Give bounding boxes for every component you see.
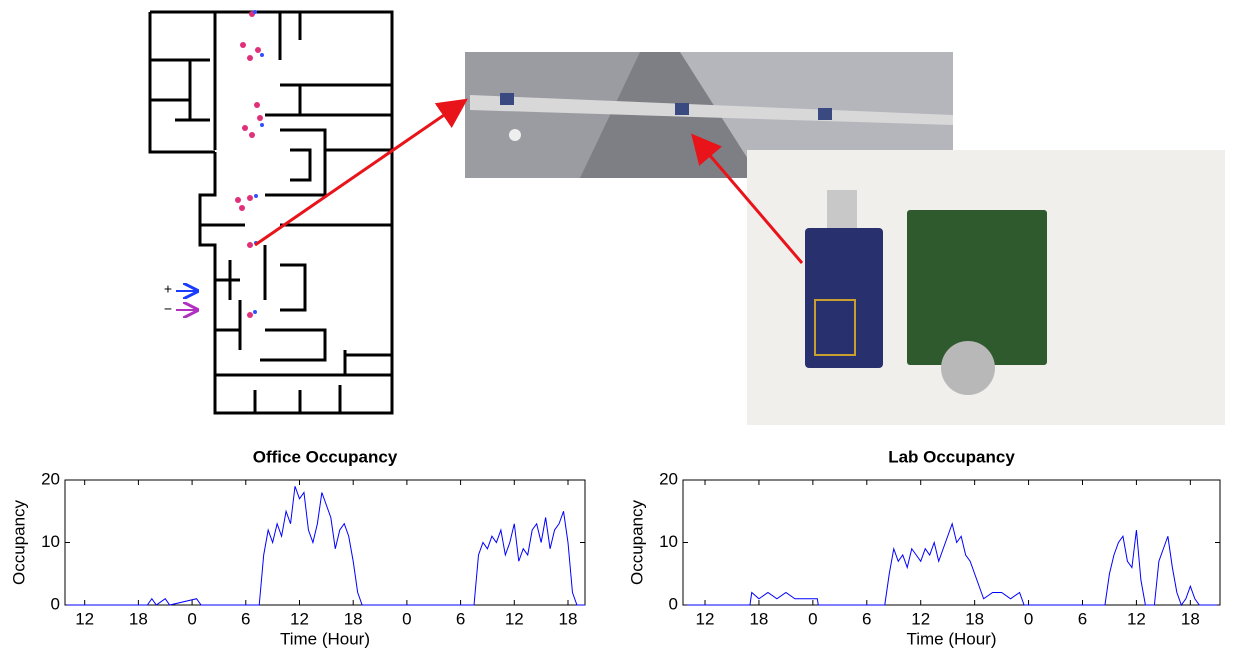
y-tick-label: 0 (669, 594, 678, 613)
arrow (254, 98, 468, 247)
y-axis-label: Occupancy (9, 499, 28, 585)
x-tick-label: 18 (965, 609, 984, 628)
x-tick-label: 0 (187, 609, 196, 628)
plot-frame (64, 479, 586, 606)
x-tick-label: 6 (862, 609, 871, 628)
x-tick-label: 0 (1024, 609, 1033, 628)
x-tick-label: 18 (559, 609, 578, 628)
x-tick-label: 18 (749, 609, 768, 628)
photo-ceiling (465, 52, 953, 178)
x-tick-label: 12 (1127, 609, 1146, 628)
x-tick-label: 18 (129, 609, 148, 628)
x-tick-label: 12 (290, 609, 309, 628)
y-tick-label: 0 (51, 594, 60, 613)
y-tick-label: 10 (41, 532, 60, 551)
arrow (691, 133, 804, 264)
chart-title: Lab Occupancy (888, 447, 1015, 466)
legend-minus: − (164, 301, 172, 317)
x-axis-label: Time (Hour) (280, 629, 370, 648)
x-tick-label: 18 (1181, 609, 1200, 628)
x-tick-label: 12 (696, 609, 715, 628)
legend-plus: + (164, 281, 172, 297)
x-tick-label: 6 (1078, 609, 1087, 628)
floor-plan (148, 10, 394, 415)
sensor-markers (235, 10, 264, 318)
x-tick-label: 18 (344, 609, 363, 628)
x-tick-label: 12 (75, 609, 94, 628)
photo-boards (747, 150, 1225, 425)
chart-title: Office Occupancy (253, 447, 398, 466)
x-tick-label: 12 (911, 609, 930, 628)
y-axis-label: Occupancy (627, 499, 646, 585)
x-tick-label: 12 (505, 609, 524, 628)
x-tick-label: 6 (241, 609, 250, 628)
plot-frame (682, 479, 1221, 606)
x-axis-label: Time (Hour) (906, 629, 996, 648)
x-tick-label: 6 (456, 609, 465, 628)
occupancy-line (66, 486, 585, 606)
x-tick-label: 0 (808, 609, 817, 628)
y-tick-label: 10 (659, 532, 678, 551)
occupancy-line (687, 522, 1218, 607)
y-tick-label: 20 (659, 469, 678, 488)
y-tick-label: 20 (41, 469, 60, 488)
x-tick-label: 0 (402, 609, 411, 628)
